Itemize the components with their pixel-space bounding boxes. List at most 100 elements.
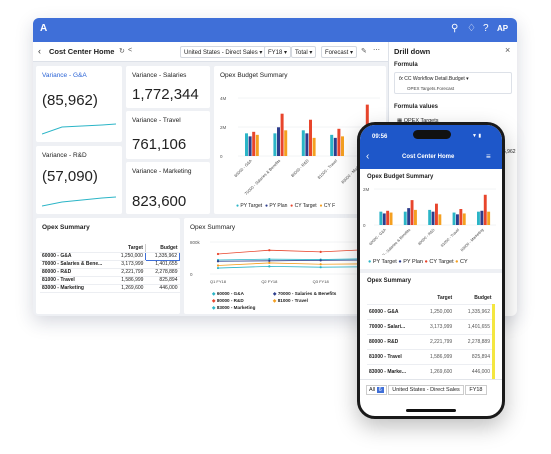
cell[interactable]: 1,401,655 xyxy=(454,319,496,335)
user-avatar[interactable]: AP xyxy=(497,24,509,33)
cell: 3,173,999 xyxy=(112,260,146,269)
formula-box[interactable]: fx CC Workflow Detail.Budget ▾ OPEX Targ… xyxy=(394,72,512,94)
table-header-row: Target Budget xyxy=(40,244,180,253)
cell: 81000 - Travel xyxy=(367,349,417,365)
cell[interactable]: 2,278,889 xyxy=(145,268,180,277)
table-row[interactable]: 81000 - Travel 1,586,999 825,894 xyxy=(40,276,180,285)
bar xyxy=(462,213,466,225)
divider xyxy=(360,379,502,380)
filter-year[interactable]: FY18 xyxy=(465,385,487,395)
cell: 1,269,600 xyxy=(112,284,146,293)
cell[interactable]: 825,894 xyxy=(454,349,496,365)
search-icon[interactable]: ⚲ xyxy=(451,23,459,34)
kpi-card-travel[interactable]: Variance - Travel 761,106 xyxy=(126,111,210,159)
legend-item: CY F xyxy=(323,203,336,209)
bar xyxy=(273,133,277,156)
header-cell: Target xyxy=(112,244,146,253)
table-row[interactable]: 60000 - G&A 1,250,000 1,335,962 xyxy=(40,251,181,261)
cell[interactable]: 825,894 xyxy=(145,276,180,285)
cell[interactable]: 1,335,962 xyxy=(144,251,181,261)
phone-footer: All 6 United States - Direct Sales FY18 xyxy=(366,385,487,395)
filter-region[interactable]: United States - Direct Sales xyxy=(388,385,464,395)
kpi-value: 761,106 xyxy=(132,136,187,153)
legend-item: PY Plan xyxy=(403,259,423,265)
kpi-label: Variance - G&A xyxy=(42,72,87,79)
panel-title: Drill down xyxy=(394,47,431,56)
kpi-label: Variance - Marketing xyxy=(132,168,192,175)
table-row[interactable]: 70000 - Salaries & Bene... 3,173,999 1,401… xyxy=(40,260,180,269)
bell-icon[interactable]: ♢ xyxy=(467,23,476,34)
cell[interactable]: 1,335,962 xyxy=(454,304,496,320)
y-tick-label: 0 xyxy=(363,223,366,228)
filter-all[interactable]: All 6 xyxy=(366,385,387,395)
home-indicator xyxy=(406,409,456,412)
cell: 2,221,799 xyxy=(112,268,146,277)
share-icon[interactable]: < xyxy=(128,47,133,54)
back-chevron-icon[interactable]: ‹ xyxy=(38,46,41,56)
phone-table: Target Budget 60000 - G&A 1,250,000 1,335,… xyxy=(367,293,496,380)
refresh-icon[interactable]: ↻ xyxy=(119,48,125,55)
chart-title: Opex Budget Summary xyxy=(220,72,288,79)
kpi-card-marketing[interactable]: Variance - Marketing 823,600 xyxy=(126,162,210,214)
series-line xyxy=(217,265,373,269)
kpi-card-ga[interactable]: Variance - G&A (85,962) xyxy=(36,66,122,142)
more-icon[interactable]: ⋯ xyxy=(373,47,380,54)
table-row[interactable]: 81000 - Travel 1,586,999 825,894 xyxy=(367,349,496,365)
table-title: Opex Summary xyxy=(42,224,90,231)
cell[interactable]: 1,401,655 xyxy=(145,260,180,269)
filter-scenario[interactable]: Forecast ▾ xyxy=(321,46,358,58)
bar xyxy=(477,211,480,225)
kpi-value: 823,600 xyxy=(132,193,187,210)
chart-legend: ● PY Target ● PY Plan ● CY Target ● CY F xyxy=(236,203,336,209)
legend-item: 81000 - Travel xyxy=(277,298,308,303)
bar xyxy=(277,127,280,156)
kpi-value: 1,772,344 xyxy=(132,86,199,103)
help-icon[interactable]: ? xyxy=(483,23,489,34)
y-tick-label: 0 xyxy=(190,272,193,277)
cell[interactable]: 446,000 xyxy=(454,364,496,380)
back-chevron-icon[interactable]: ‹ xyxy=(366,151,370,162)
data-point xyxy=(268,258,271,261)
kpi-card-rd[interactable]: Variance - R&D (57,090) xyxy=(36,146,122,214)
line-legend: ◆ 60000 - G&A ◆ 70000 - Salaries & Benef… xyxy=(212,291,337,310)
y-tick-label: 2M xyxy=(363,187,370,192)
table-row[interactable]: 83000 - Marketing 1,269,600 446,000 xyxy=(40,284,180,293)
formula-values-item[interactable]: ▦ OPEX Targets xyxy=(397,118,439,124)
y-tick-label: 2M xyxy=(220,125,227,130)
bar xyxy=(410,200,414,225)
filter-region[interactable]: United States - Direct Sales ▾ xyxy=(180,46,267,58)
table-row[interactable]: 60000 - G&A 1,250,000 1,335,962 xyxy=(367,304,496,320)
cell: 2,221,799 xyxy=(417,334,455,350)
divider xyxy=(360,269,502,273)
bar xyxy=(435,203,438,225)
cell[interactable]: 446,000 xyxy=(145,284,180,293)
menu-icon[interactable]: ≡ xyxy=(486,152,491,161)
x-tick-label: 81000 - Travel xyxy=(316,158,338,180)
legend-item: 83000 - Marketing xyxy=(216,305,256,310)
filter-year[interactable]: FY18 ▾ xyxy=(264,46,292,58)
data-point xyxy=(319,259,322,262)
table-row[interactable]: 80000 - R&D 2,221,799 2,278,889 xyxy=(367,334,496,350)
bar xyxy=(337,128,341,156)
x-tick-label: Q1 FY18 xyxy=(210,279,227,284)
cell: 1,586,999 xyxy=(417,349,455,365)
x-tick-label: 81000 - Travel xyxy=(440,228,460,248)
data-point xyxy=(268,249,271,252)
table-row[interactable]: 83000 - Marke... 1,269,600 446,000 xyxy=(367,364,496,380)
edit-icon[interactable]: ✎ xyxy=(361,48,367,55)
table-row[interactable]: 80000 - R&D 2,221,799 2,278,889 xyxy=(40,268,180,277)
bar xyxy=(248,136,252,156)
filter-total[interactable]: Total ▾ xyxy=(291,46,317,58)
cell: 70000 - Salaries & Bene... xyxy=(40,260,112,269)
table-row[interactable]: 70000 - Salari... 3,173,999 1,401,655 xyxy=(367,319,496,335)
close-icon[interactable]: × xyxy=(505,45,511,55)
x-tick-label: Q3 FY18 xyxy=(313,279,330,284)
app-logo: A xyxy=(40,23,48,34)
legend-item: 70000 - Salaries & Benefits xyxy=(277,291,337,296)
data-point xyxy=(216,260,220,263)
data-point xyxy=(268,259,271,262)
cell[interactable]: 2,278,889 xyxy=(454,334,496,350)
kpi-card-salaries[interactable]: Variance - Salaries 1,772,344 xyxy=(126,66,210,108)
